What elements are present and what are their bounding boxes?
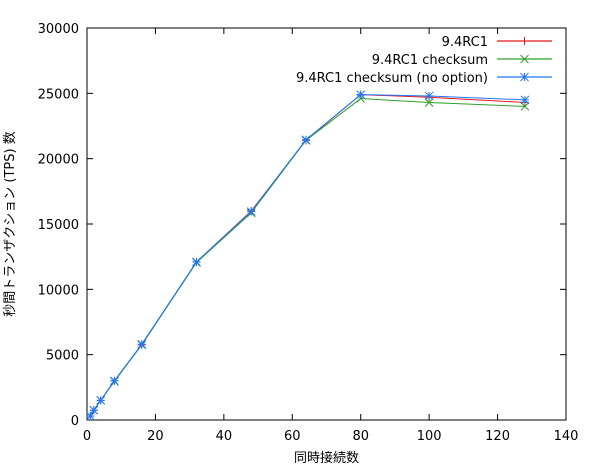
x-tick-label: 100 <box>417 429 442 444</box>
y-axis-ticks: 0 5000 10000 15000 20000 25000 30000 <box>38 22 566 429</box>
y-tick-label: 30000 <box>38 22 79 37</box>
plot-frame <box>86 27 567 421</box>
data-point <box>520 95 530 105</box>
plot-border <box>86 27 567 421</box>
series-line <box>89 94 525 417</box>
y-axis-title: 秒間トランザクション (TPS) 数 <box>3 131 18 316</box>
data-point <box>96 396 106 405</box>
x-tick-label: 40 <box>216 429 233 444</box>
y-tick-label: 10000 <box>38 283 79 298</box>
legend-label: 9.4RC1 <box>442 35 488 50</box>
y-tick-label: 15000 <box>38 218 79 233</box>
series-line <box>89 98 525 417</box>
data-point <box>301 135 311 145</box>
legend-label: 9.4RC1 checksum (no option) <box>296 71 488 86</box>
series-3 <box>86 90 530 421</box>
x-tick-label: 0 <box>83 429 91 444</box>
x-axis-ticks: 0 20 40 60 80 100 120 140 <box>83 28 579 444</box>
legend-marker <box>520 72 529 82</box>
y-tick-label: 25000 <box>38 87 79 102</box>
legend-marker <box>520 37 529 45</box>
x-tick-label: 80 <box>352 429 369 444</box>
data-point <box>137 339 147 349</box>
x-tick-label: 60 <box>284 429 301 444</box>
data-point <box>520 102 530 111</box>
legend-label: 9.4RC1 checksum <box>372 53 488 68</box>
legend: 9.4RC1 9.4RC1 checksum 9.4RC1 checksum (no… <box>296 35 552 86</box>
series-layer <box>86 90 530 421</box>
series-line <box>89 94 525 417</box>
data-point <box>424 98 434 107</box>
data-point <box>356 90 366 99</box>
y-tick-label: 0 <box>71 414 79 429</box>
data-point <box>110 376 119 386</box>
x-axis-title: 同時接続数 <box>294 450 359 466</box>
data-point <box>89 405 99 415</box>
legend-marker <box>520 54 529 64</box>
data-point <box>246 207 256 216</box>
x-tick-label: 120 <box>485 429 510 444</box>
data-point <box>424 91 434 101</box>
x-tick-label: 20 <box>147 429 164 444</box>
y-tick-label: 20000 <box>38 153 79 168</box>
y-tick-label: 5000 <box>46 349 79 364</box>
x-tick-label: 140 <box>554 429 579 444</box>
data-point <box>192 257 201 267</box>
series-2 <box>86 94 530 421</box>
